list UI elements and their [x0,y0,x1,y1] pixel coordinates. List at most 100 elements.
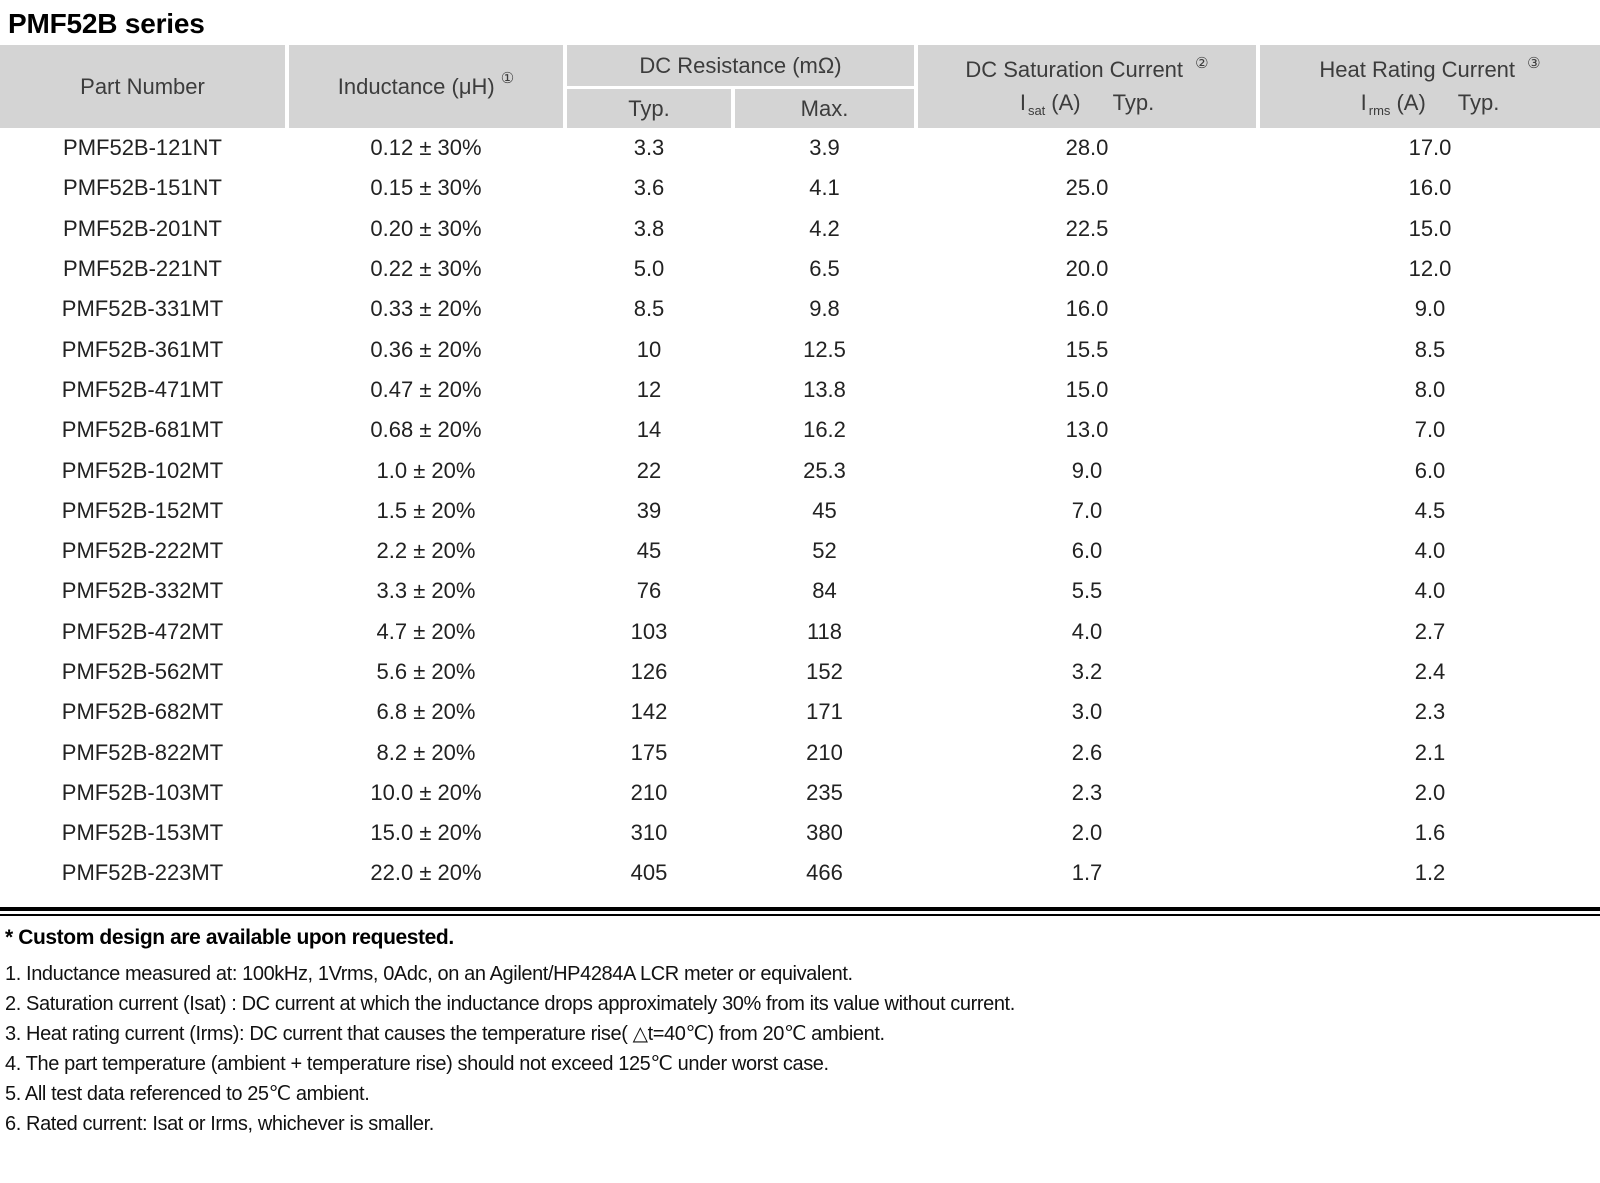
table-cell: 2.3 [1414,699,1446,725]
footnote-3: 3. Heat rating current (Irms): DC curren… [5,1022,885,1045]
table-cell: 15.0 [1065,376,1109,402]
table-cell: 7.0 [1071,497,1103,523]
table-row: PMF52B-472MT 4.7 ± 20% 103 118 4.0 2.7 [0,612,1600,652]
col-header-dcr-max: Max. [735,89,914,128]
table-cell: 4.1 [809,175,840,201]
table-cell: 6.8 ± 20% [376,699,476,725]
table-cell: PMF52B-223MT [61,860,224,886]
table-cell: 3.2 [1071,659,1103,684]
table-row: PMF52B-151NT 0.15 ± 30% 3.6 4.1 25.0 16.0 [0,168,1600,208]
table-cell: 2.2 ± 20% [376,538,476,564]
table-cell: 8.0 [1414,376,1446,402]
col-header-dcr-max-label: Max. [800,95,849,121]
col-header-dcr-typ-label: Typ. [628,95,670,121]
datasheet-page: PMF52B series Part Number Inductance (μH… [0,8,1600,1134]
table-cell: 2.4 [1414,659,1446,684]
table-cell: 3.6 [633,175,665,201]
table-cell: 15.0 [1408,215,1452,241]
table-cell: 22 [636,457,662,483]
table-cell: 25.3 [803,457,846,483]
table-cell: 310 [630,820,668,846]
table-cell: 52 [812,538,837,564]
footnote-ref-3-icon: ③ [1527,54,1541,72]
footnote-star: * Custom design are available upon reque… [5,925,454,949]
table-cell: PMF52B-151NT [63,175,222,201]
col-header-inductance: Inductance (μH) ① [289,45,563,128]
table-cell: 39 [636,497,662,523]
table-cell: 0.47 ± 20% [370,376,482,402]
table-cell: PMF52B-102MT [61,457,224,483]
table-cell: 22.5 [1065,215,1109,241]
footnote-ref-1-icon: ① [500,69,515,87]
table-cell: 3.9 [809,135,840,161]
table-row: PMF52B-221NT 0.22 ± 30% 5.0 6.5 20.0 12.0 [0,249,1600,289]
table-cell: 0.22 ± 30% [370,256,482,282]
table-cell: PMF52B-822MT [61,739,224,765]
table-cell: 9.0 [1071,457,1103,483]
col-header-saturation-current-label: DC Saturation Current [965,56,1184,82]
divider-thick-line [0,906,1600,911]
table-cell: 4.0 [1414,578,1446,604]
col-header-heat-rating-current-label: Heat Rating Current [1319,56,1516,82]
table-cell: 17.0 [1408,135,1452,161]
footnote-5: 5. All test data referenced to 25℃ ambie… [5,1082,370,1105]
table-cell: 76 [636,578,662,604]
table-row: PMF52B-332MT 3.3 ± 20% 76 84 5.5 4.0 [0,571,1600,611]
table-row: PMF52B-682MT 6.8 ± 20% 142 171 3.0 2.3 [0,692,1600,732]
table-cell: 2.0 [1071,820,1103,846]
table-cell: 22.0 ± 20% [370,860,482,886]
irms-typ-label: Typ. [1457,90,1500,116]
col-header-heat-rating-current-title: Heat Rating Current ③ [1319,54,1541,83]
col-header-part-number-label: Part Number [80,73,205,99]
table-cell: 16.0 [1065,296,1109,322]
table-cell: 13.0 [1065,417,1109,443]
table-cell: 2.3 [1071,779,1103,805]
table-cell: 84 [812,578,837,604]
table-cell: 1.7 [1071,860,1103,886]
table-cell: 45 [812,497,837,523]
table-cell: PMF52B-361MT [61,336,224,362]
table-cell: 142 [630,699,668,725]
footnotes: * Custom design are available upon reque… [0,916,1600,1134]
table-row: PMF52B-201NT 0.20 ± 30% 3.8 4.2 22.5 15.0 [0,209,1600,249]
table-cell: 45 [636,538,662,564]
table-row: PMF52B-471MT 0.47 ± 20% 12 13.8 15.0 8.0 [0,370,1600,410]
table-cell: PMF52B-201NT [63,215,222,241]
table-cell: 2.1 [1414,739,1446,765]
table-cell: 1.6 [1414,820,1446,846]
table-cell: 0.12 ± 30% [370,135,482,161]
divider-gap [0,910,1600,914]
table-row: PMF52B-103MT 10.0 ± 20% 210 235 2.3 2.0 [0,773,1600,813]
table-row: PMF52B-562MT 5.6 ± 20% 126 152 3.2 2.4 [0,652,1600,692]
table-cell: 0.68 ± 20% [370,417,482,443]
table-cell: 9.8 [809,296,840,322]
table-row: PMF52B-331MT 0.33 ± 20% 8.5 9.8 16.0 9.0 [0,289,1600,329]
table-cell: 5.5 [1071,578,1103,604]
isat-subscript: sat [1027,103,1046,119]
footnote-1: 1. Inductance measured at: 100kHz, 1Vrms… [5,962,853,985]
table-cell: 235 [806,779,843,805]
table-cell: 16.0 [1408,175,1452,201]
table-cell: 12.5 [803,336,846,362]
table-cell: 0.20 ± 30% [370,215,482,241]
irms-symbol: I [1360,90,1367,116]
table-cell: 10 [636,336,662,362]
table-cell: 5.0 [633,256,665,282]
table-cell: 103 [630,618,668,644]
table-cell: 3.0 [1071,699,1103,725]
irms-subscript: rms [1368,103,1391,119]
table-cell: 6.0 [1414,457,1446,483]
table-cell: 0.36 ± 20% [370,336,482,362]
table-cell: 3.8 [633,215,665,241]
col-header-saturation-current-title: DC Saturation Current ② [965,55,1208,83]
table-cell: 4.2 [809,215,840,241]
col-header-part-number: Part Number [0,45,285,128]
isat-unit: (A) [1051,90,1081,116]
table-cell: 10.0 ± 20% [370,779,482,805]
table-cell: 28.0 [1065,135,1109,161]
table-cell: PMF52B-153MT [61,820,224,846]
table-cell: 210 [630,779,668,805]
